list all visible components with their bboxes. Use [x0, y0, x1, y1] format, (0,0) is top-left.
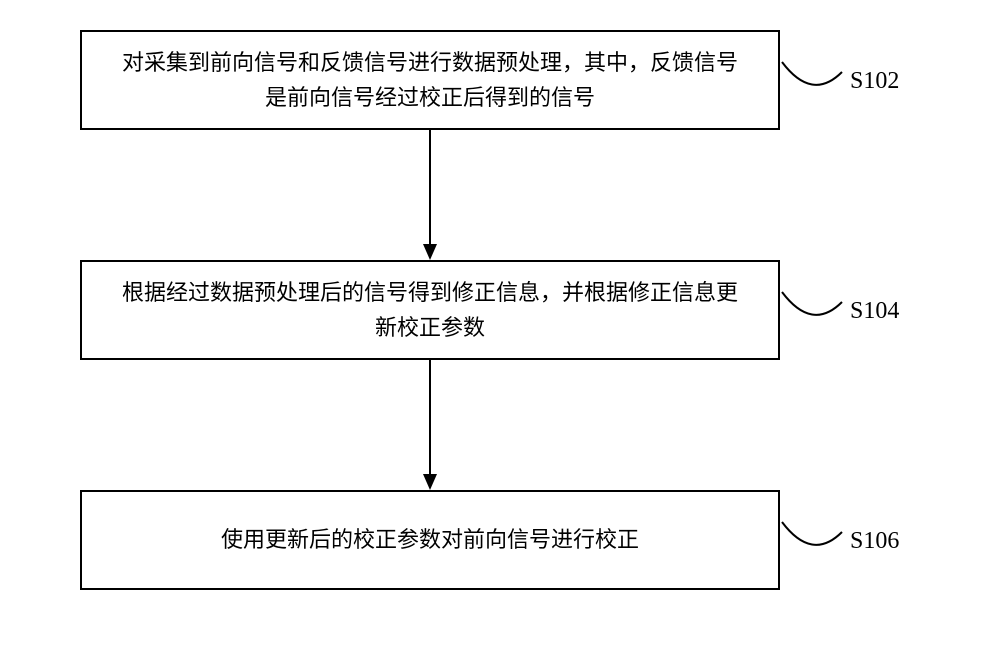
- flow-node-s104-text: 根据经过数据预处理后的信号得到修正信息，并根据修正信息更 新校正参数: [122, 275, 738, 345]
- step-label-s106: S106: [850, 528, 899, 555]
- arrowhead-s106-icon: [423, 474, 437, 490]
- flow-node-s102: 对采集到前向信号和反馈信号进行数据预处理，其中，反馈信号 是前向信号经过校正后得…: [80, 30, 780, 130]
- flow-node-s102-text: 对采集到前向信号和反馈信号进行数据预处理，其中，反馈信号 是前向信号经过校正后得…: [122, 45, 738, 115]
- step-label-s104: S104: [850, 298, 899, 325]
- label-curve-s102: [782, 62, 842, 85]
- label-curve-s104: [782, 292, 842, 315]
- flow-node-s106-text: 使用更新后的校正参数对前向信号进行校正: [221, 522, 639, 557]
- step-label-s102: S102: [850, 68, 899, 95]
- label-curve-s106: [782, 522, 842, 545]
- flow-node-s104: 根据经过数据预处理后的信号得到修正信息，并根据修正信息更 新校正参数: [80, 260, 780, 360]
- arrowhead-s104-icon: [423, 244, 437, 260]
- flow-node-s106: 使用更新后的校正参数对前向信号进行校正: [80, 490, 780, 590]
- flowchart-canvas: 对采集到前向信号和反馈信号进行数据预处理，其中，反馈信号 是前向信号经过校正后得…: [0, 0, 1000, 650]
